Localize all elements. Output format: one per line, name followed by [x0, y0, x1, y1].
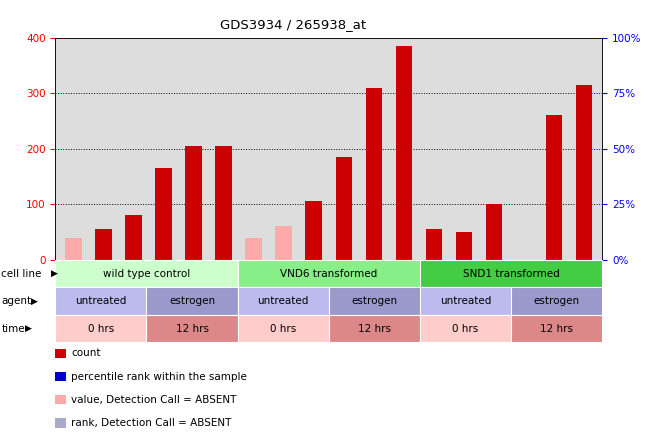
- Text: agent: agent: [1, 296, 31, 306]
- Bar: [426, 229, 442, 260]
- Bar: [95, 229, 112, 260]
- Bar: [366, 88, 382, 260]
- Bar: [186, 146, 202, 260]
- Text: value, Detection Call = ABSENT: value, Detection Call = ABSENT: [71, 395, 236, 404]
- Bar: [305, 202, 322, 260]
- Text: count: count: [71, 349, 100, 358]
- Text: estrogen: estrogen: [352, 296, 397, 306]
- Bar: [65, 238, 81, 260]
- Text: time: time: [1, 324, 25, 333]
- Bar: [245, 238, 262, 260]
- Text: SND1 transformed: SND1 transformed: [463, 269, 559, 278]
- Bar: [486, 204, 503, 260]
- Bar: [396, 46, 412, 260]
- Bar: [125, 215, 142, 260]
- Text: untreated: untreated: [258, 296, 309, 306]
- Text: ▶: ▶: [31, 297, 38, 305]
- Text: ▶: ▶: [25, 324, 33, 333]
- Text: untreated: untreated: [76, 296, 126, 306]
- Text: 0 hrs: 0 hrs: [452, 324, 478, 333]
- Text: untreated: untreated: [440, 296, 491, 306]
- Text: percentile rank within the sample: percentile rank within the sample: [71, 372, 247, 381]
- Text: VND6 transformed: VND6 transformed: [280, 269, 378, 278]
- Bar: [155, 168, 172, 260]
- Text: wild type control: wild type control: [103, 269, 190, 278]
- Bar: [546, 115, 562, 260]
- Bar: [456, 232, 472, 260]
- Bar: [576, 85, 592, 260]
- Text: GDS3934 / 265938_at: GDS3934 / 265938_at: [220, 18, 366, 31]
- Bar: [215, 146, 232, 260]
- Bar: [275, 226, 292, 260]
- Text: rank, Detection Call = ABSENT: rank, Detection Call = ABSENT: [71, 418, 231, 428]
- Text: estrogen: estrogen: [169, 296, 215, 306]
- Text: 0 hrs: 0 hrs: [88, 324, 114, 333]
- Text: estrogen: estrogen: [534, 296, 579, 306]
- Text: 12 hrs: 12 hrs: [540, 324, 573, 333]
- Text: ▶: ▶: [51, 269, 59, 278]
- Text: 12 hrs: 12 hrs: [176, 324, 208, 333]
- Bar: [335, 157, 352, 260]
- Text: 12 hrs: 12 hrs: [358, 324, 391, 333]
- Text: cell line: cell line: [1, 269, 42, 278]
- Text: 0 hrs: 0 hrs: [270, 324, 296, 333]
